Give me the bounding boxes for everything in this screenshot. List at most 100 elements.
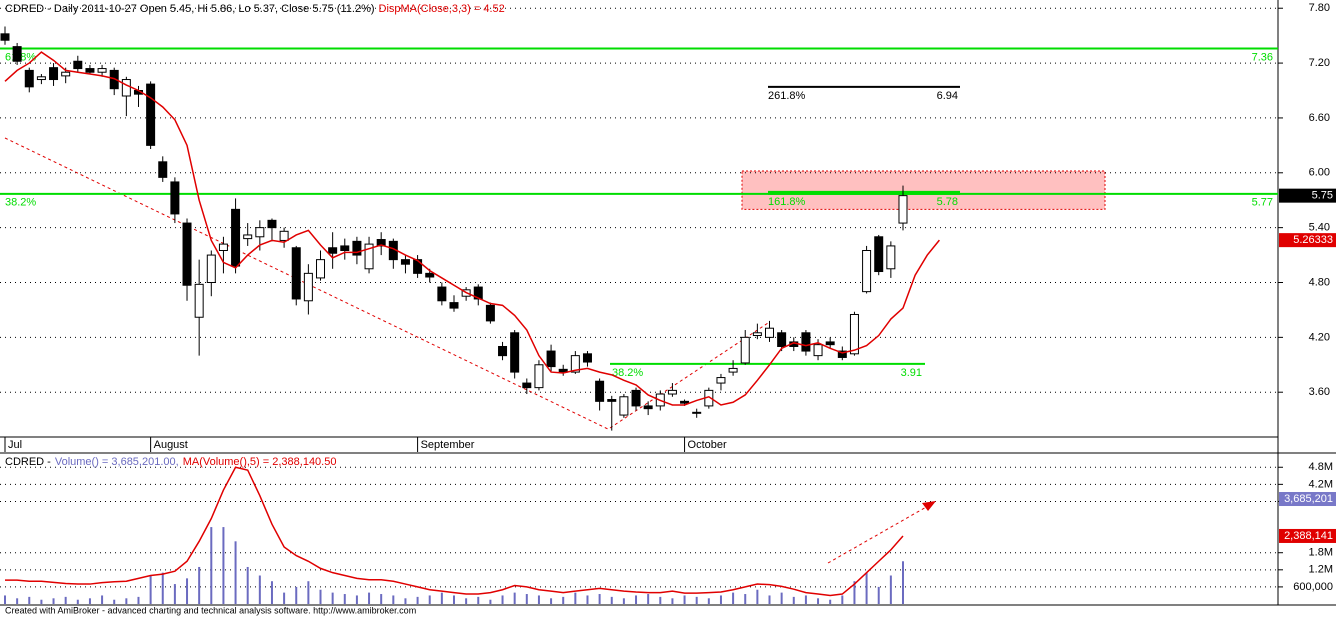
volume-bar (768, 595, 771, 604)
volume-bar (76, 599, 79, 604)
y-tick-label: 7.20 (1309, 57, 1330, 69)
volume-bar (732, 592, 735, 604)
candle-body (765, 327, 775, 338)
candle-body (631, 389, 641, 407)
level-label: 38.2% (5, 197, 36, 209)
value-marker (1279, 233, 1336, 248)
value-marker-label: 2,388,141 (1284, 530, 1333, 542)
volume-bar (477, 596, 480, 604)
candle-body (874, 236, 884, 273)
x-tick-label: October (688, 439, 727, 451)
candle-body (158, 161, 168, 178)
volume-bar (574, 592, 577, 604)
volume-bar (88, 598, 91, 604)
volume-bar (901, 561, 904, 604)
candle-body (813, 344, 823, 357)
candle-body (534, 364, 544, 389)
volume-bar (841, 595, 844, 604)
volume-bar (149, 575, 152, 604)
candle-body (886, 245, 896, 270)
volume-bar (113, 599, 116, 604)
target-zone (741, 170, 1106, 210)
candle-body (643, 405, 653, 410)
volume-bar (695, 596, 698, 604)
volume-bar (452, 595, 455, 604)
candle-body (522, 382, 532, 389)
volume-bar (877, 586, 880, 604)
candle-body (291, 247, 301, 300)
volume-bar (355, 595, 358, 604)
y-tick-label: 600,000 (1293, 581, 1333, 593)
candle-body (752, 332, 762, 337)
volume-bar (489, 599, 492, 604)
level-label: 38.2% (612, 367, 643, 379)
candle-body (680, 400, 690, 404)
candle-body (777, 332, 787, 347)
volume-bar (537, 595, 540, 604)
candle-body (316, 259, 326, 279)
volume-bar (804, 595, 807, 604)
level-label: 261.8% (768, 90, 806, 102)
volume-bar (671, 598, 674, 604)
footer: Created with AmiBroker - advanced charti… (5, 605, 416, 615)
volume-bar (307, 581, 310, 604)
level-value: 5.77 (1252, 197, 1273, 209)
volume-ma-line (5, 466, 904, 597)
candle-body (837, 350, 847, 358)
volume-bar (562, 596, 565, 604)
level-value: 6.94 (937, 90, 958, 102)
trend-line (4, 137, 611, 431)
value-marker-label: 5.26333 (1293, 234, 1333, 246)
arrow-head (922, 501, 936, 511)
y-tick-label: 1.8M (1309, 547, 1333, 559)
y-tick-label: 5.40 (1309, 222, 1330, 234)
y-tick-label: 1.2M (1309, 564, 1333, 576)
volume-bar (598, 594, 601, 604)
y-tick-label: 6.60 (1309, 112, 1330, 124)
volume-bar (756, 589, 759, 604)
volume-bar (707, 598, 710, 604)
level-value: 5.78 (937, 196, 958, 208)
y-tick-label: 4.2M (1309, 478, 1333, 490)
candle-body (279, 230, 289, 241)
legend-entry: DispMA(Close,3,3) = 4.52 (379, 3, 505, 15)
volume-bar (853, 581, 856, 604)
candle-body (61, 71, 71, 77)
value-marker-label: 5.75 (1312, 190, 1333, 202)
volume-bar (513, 592, 516, 604)
volume-bar (52, 598, 55, 604)
volume-bar (343, 594, 346, 604)
ma-line (4, 51, 940, 406)
volume-bar (125, 598, 128, 604)
annotation-layer (0, 7, 1278, 588)
level-value: 3.91 (901, 367, 922, 379)
candle-body (801, 332, 811, 352)
candle-body (570, 355, 580, 373)
y-tick-label: 4.80 (1309, 276, 1330, 288)
volume-bar (319, 589, 322, 604)
legend-entry: MA(Volume(),5) = 2,388,140.50 (183, 456, 337, 468)
x-tick-label: August (154, 439, 188, 451)
candle-body (473, 286, 483, 300)
candle-body (303, 272, 313, 302)
candle-body (36, 76, 46, 81)
volume-bar (683, 595, 686, 604)
candle-body (510, 332, 520, 373)
candle-body (740, 336, 750, 364)
volume-bar (234, 541, 237, 604)
volume-bar (586, 595, 589, 604)
candle-body (716, 377, 726, 384)
candle-body (376, 239, 386, 247)
candle-body (73, 60, 83, 70)
volume-bar (198, 566, 201, 604)
y-tick-label: 4.20 (1309, 331, 1330, 343)
candle-body (595, 380, 605, 402)
volume-bar (331, 592, 334, 604)
volume-bar (416, 596, 419, 604)
volume-bar (137, 596, 140, 604)
candle-body (898, 195, 908, 224)
candle-body (449, 302, 459, 309)
candle-body (849, 313, 859, 355)
